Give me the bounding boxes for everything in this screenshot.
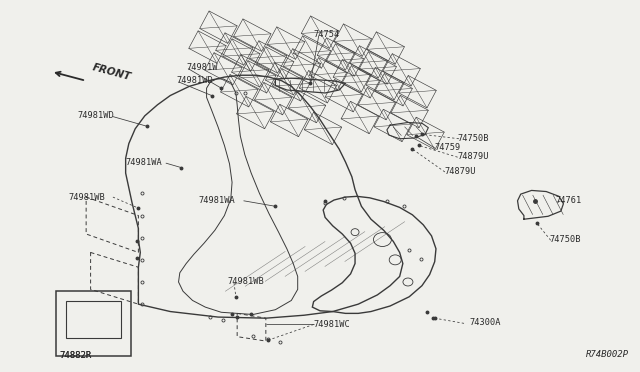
Text: 74981WD: 74981WD bbox=[177, 76, 213, 85]
Text: 74754: 74754 bbox=[314, 30, 340, 39]
Bar bbox=[325, 80, 363, 112]
Bar bbox=[300, 71, 337, 103]
Bar bbox=[399, 76, 436, 108]
Text: 74750B: 74750B bbox=[549, 235, 581, 244]
Text: 74879U: 74879U bbox=[444, 167, 476, 176]
Bar bbox=[205, 53, 242, 85]
Text: 74761: 74761 bbox=[556, 196, 582, 205]
Text: 74981WA: 74981WA bbox=[125, 157, 163, 167]
Bar bbox=[317, 38, 355, 70]
Bar bbox=[407, 117, 444, 150]
Bar bbox=[250, 41, 287, 73]
Bar bbox=[223, 39, 260, 71]
Bar bbox=[270, 104, 308, 137]
Bar bbox=[200, 11, 237, 44]
Text: 74879U: 74879U bbox=[457, 152, 488, 161]
Bar bbox=[189, 31, 226, 63]
Bar bbox=[268, 27, 305, 59]
Bar bbox=[391, 95, 428, 128]
Bar bbox=[239, 61, 276, 93]
Bar bbox=[342, 65, 380, 98]
Bar bbox=[288, 90, 326, 123]
Bar bbox=[359, 52, 397, 84]
Bar bbox=[304, 112, 342, 145]
Bar bbox=[309, 58, 347, 90]
Bar bbox=[341, 101, 379, 134]
Bar bbox=[301, 16, 339, 48]
Bar bbox=[358, 87, 396, 120]
Bar bbox=[293, 36, 331, 68]
Text: 74981WB: 74981WB bbox=[228, 278, 264, 286]
Bar bbox=[284, 49, 321, 81]
Text: R74B002P: R74B002P bbox=[586, 350, 628, 359]
Bar bbox=[350, 46, 388, 78]
Bar bbox=[367, 32, 404, 64]
Bar bbox=[56, 291, 131, 356]
Bar bbox=[383, 54, 420, 86]
Text: 74981WB: 74981WB bbox=[68, 193, 105, 202]
Text: 74882R: 74882R bbox=[59, 351, 92, 360]
Bar bbox=[66, 301, 121, 338]
Text: 74759: 74759 bbox=[435, 143, 461, 152]
Text: 74981WC: 74981WC bbox=[314, 320, 350, 329]
Bar bbox=[326, 44, 364, 76]
Text: 74882R: 74882R bbox=[59, 351, 92, 360]
Text: 74300A: 74300A bbox=[470, 318, 501, 327]
Bar bbox=[232, 55, 269, 87]
Bar bbox=[257, 47, 294, 79]
Text: 74981WD: 74981WD bbox=[78, 111, 115, 121]
Text: FRONT: FRONT bbox=[91, 62, 132, 82]
Bar bbox=[273, 68, 310, 101]
Bar bbox=[216, 33, 253, 65]
Bar bbox=[221, 74, 258, 107]
Bar bbox=[334, 24, 372, 56]
Bar bbox=[333, 60, 371, 92]
Text: 74750B: 74750B bbox=[457, 134, 488, 142]
Text: 74981WA: 74981WA bbox=[199, 196, 236, 205]
Bar bbox=[374, 109, 412, 142]
Bar bbox=[266, 62, 303, 95]
Bar bbox=[366, 68, 403, 100]
Bar bbox=[234, 19, 271, 51]
Bar bbox=[237, 96, 274, 129]
Text: 74981W: 74981W bbox=[186, 63, 218, 72]
Bar bbox=[255, 83, 292, 115]
Bar bbox=[375, 74, 412, 106]
